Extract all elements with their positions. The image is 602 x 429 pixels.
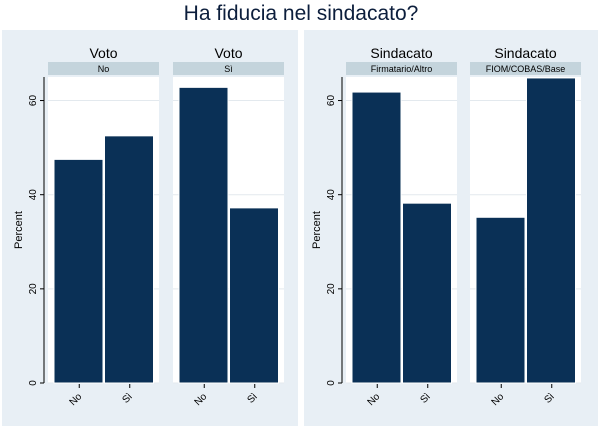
panel-strip-label: Firmatario/Altro [371, 64, 433, 74]
bar [351, 91, 402, 384]
y-tick-label: 0 [28, 380, 39, 386]
y-tick-label: 20 [326, 283, 337, 295]
panel-strip [48, 62, 159, 75]
chart-title: Ha fiducia nel sindacato? [183, 2, 419, 25]
panel-strip [346, 62, 457, 75]
y-tick-label: 20 [28, 283, 39, 295]
panel-strip-label: FIOM/COBAS/Base [486, 64, 566, 74]
bar [402, 202, 452, 384]
y-tick-label: 40 [28, 189, 39, 201]
bar [104, 135, 154, 384]
panel-subtitle: Sindacato [494, 45, 556, 61]
bar [178, 86, 229, 384]
panel-subtitle: Voto [214, 45, 242, 61]
bar [229, 207, 279, 384]
y-tick-label: 0 [326, 380, 337, 386]
panel-subtitle: Voto [89, 45, 117, 61]
panel-strip [470, 62, 581, 75]
panel-strip-label: Sì [224, 64, 233, 74]
y-tick-label: 40 [326, 189, 337, 201]
panel-strip-label: No [98, 64, 110, 74]
y-axis-label: Percent [13, 211, 25, 249]
bar [53, 158, 104, 384]
panel-subtitle: Sindacato [370, 45, 432, 61]
bar [475, 216, 526, 384]
y-tick-label: 60 [28, 95, 39, 107]
panel-strip [173, 62, 284, 75]
bar [526, 77, 576, 384]
y-axis-label: Percent [311, 211, 323, 249]
y-tick-label: 60 [326, 95, 337, 107]
